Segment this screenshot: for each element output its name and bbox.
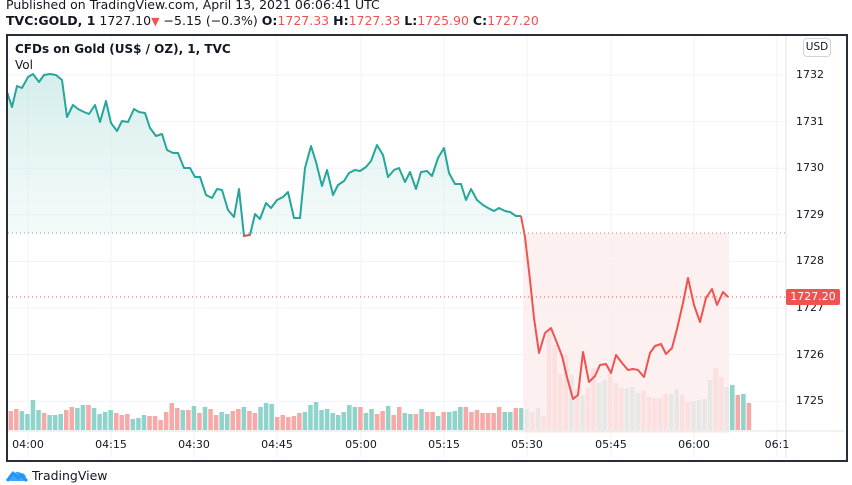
chart-frame (6, 34, 848, 462)
time-tick: 04:00 (12, 438, 44, 451)
price-area (6, 73, 729, 433)
price-tick: 1730 (796, 161, 824, 175)
price-tick: 1731 (796, 114, 824, 128)
time-tick: 04:15 (95, 438, 127, 451)
open-label: O: (261, 13, 278, 28)
high-value: 1727.33 (348, 13, 401, 28)
close-label: C: (472, 13, 488, 28)
published-caption: Published on TradingView.com, April 13, … (6, 0, 380, 12)
last-value: 1727.10 (99, 13, 152, 28)
time-tick: 05:00 (345, 438, 377, 451)
tradingview-cloud-icon (6, 471, 28, 482)
close-value: 1727.20 (487, 13, 539, 28)
time-tick: 06:00 (678, 438, 710, 451)
price-tick: 1725 (796, 394, 824, 408)
high-label: H: (333, 13, 349, 28)
time-tick: 05:45 (595, 438, 627, 451)
price-tick: 1732 (796, 68, 824, 81)
price-tick: 1729 (796, 207, 824, 221)
last-price-label: 1727.20 (786, 289, 840, 305)
brand-label: TradingView (32, 468, 108, 483)
tradingview-brand[interactable]: TradingView (6, 468, 108, 483)
price-tick: 1728 (796, 254, 824, 268)
price-tick: 1726 (796, 347, 824, 361)
change-value: −5.15 (−0.3%) (163, 13, 258, 28)
time-tick: 05:15 (428, 438, 460, 451)
low-value: 1725.90 (417, 13, 469, 28)
volume-legend: Vol (15, 58, 33, 72)
ohlc-bar: TVC:GOLD, 1 1727.10▼ −5.15 (−0.3%) O:172… (6, 13, 539, 28)
time-tick: 04:45 (261, 438, 293, 451)
down-arrow-icon: ▼ (151, 15, 160, 28)
chart-title: CFDs on Gold (US$ / OZ), 1, TVC (15, 42, 231, 56)
time-tick: 06:1 (764, 438, 790, 451)
open-value: 1727.33 (277, 13, 330, 28)
low-label: L: (404, 13, 418, 28)
symbol-label[interactable]: TVC:GOLD, 1 (6, 13, 96, 28)
time-tick: 04:30 (178, 438, 210, 451)
time-tick: 05:30 (511, 438, 543, 451)
currency-button[interactable]: USD (803, 38, 831, 57)
